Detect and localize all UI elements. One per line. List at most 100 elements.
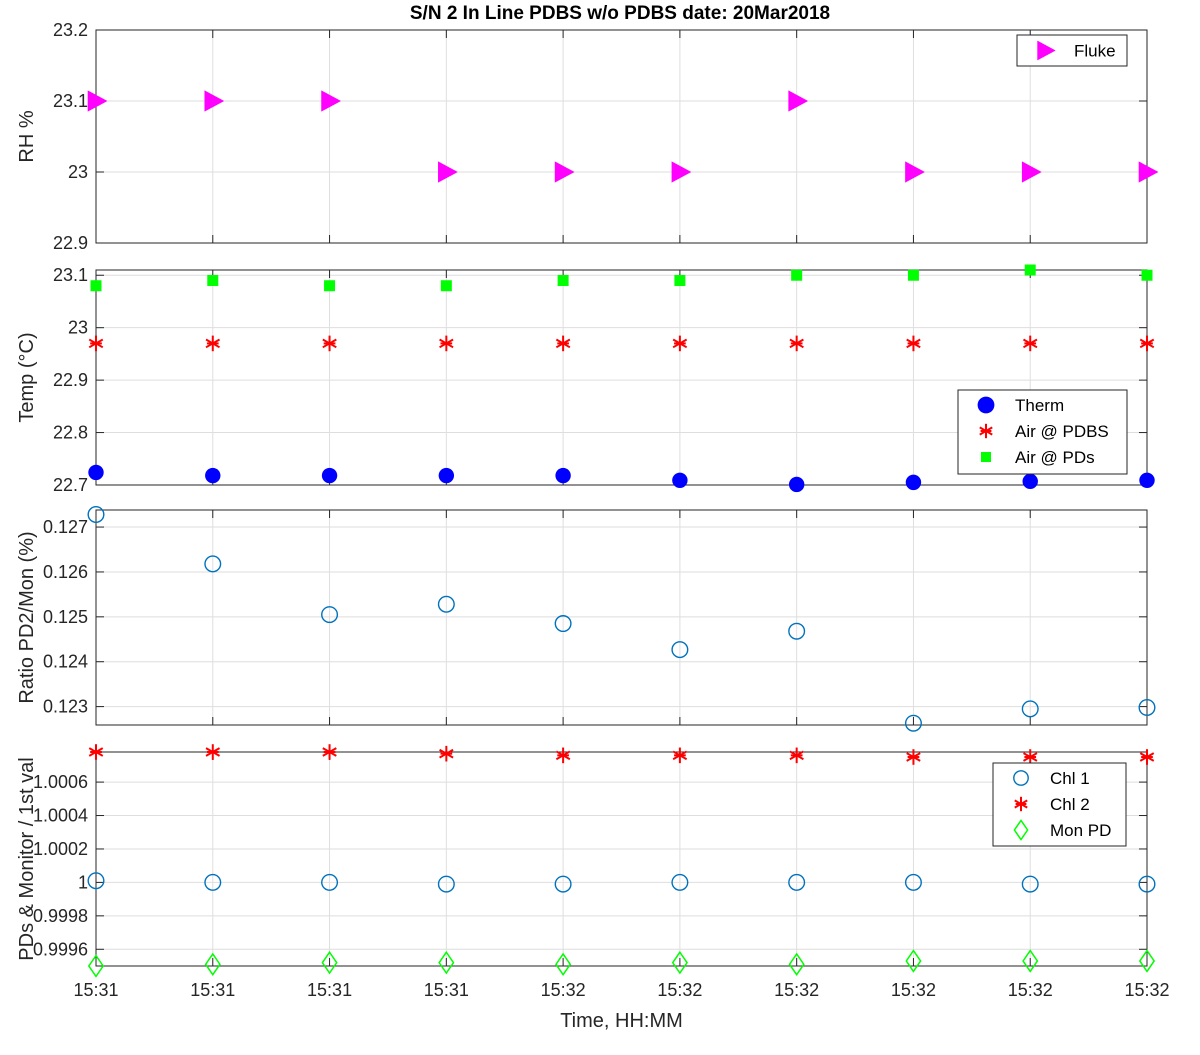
data-point xyxy=(1138,875,1156,893)
data-point xyxy=(440,280,452,292)
data-point xyxy=(671,873,689,891)
series-chl-1 xyxy=(87,872,1156,893)
data-point xyxy=(1022,335,1038,352)
data-point xyxy=(904,714,922,732)
data-point xyxy=(905,949,922,973)
legend-label: Air @ PDBS xyxy=(1015,422,1109,441)
x-tick-label: 15:32 xyxy=(774,980,819,1000)
legend-marker xyxy=(1037,40,1056,61)
legend-marker xyxy=(1013,770,1029,786)
legend: Fluke xyxy=(1016,34,1128,67)
axes-box xyxy=(95,29,1148,244)
data-point xyxy=(555,467,571,484)
x-axis-label: Time, HH:MM xyxy=(560,1010,683,1032)
data-point xyxy=(555,952,572,977)
y-axis: 22.9 23 23.1 23.2 xyxy=(53,20,1148,253)
data-point xyxy=(437,875,455,893)
x-axis: 15:31 15:31 15:31 15:31 15:32 15:32 15:32 15:32… xyxy=(73,980,1169,1032)
data-point xyxy=(87,872,105,890)
y-axis-label: RH % xyxy=(16,110,38,162)
data-point xyxy=(554,615,572,633)
legend-marker xyxy=(979,423,993,439)
data-point xyxy=(1024,264,1036,276)
data-point xyxy=(789,747,804,764)
data-point xyxy=(904,873,922,891)
series-fluke xyxy=(87,90,1159,183)
data-point xyxy=(1139,472,1155,488)
data-point xyxy=(791,269,803,281)
legend-label: Therm xyxy=(1015,396,1064,415)
data-point xyxy=(87,90,108,112)
subplot-2: 22.7 22.8 22.9 23 23.1 Temp (°C) Therm Air @ PD… xyxy=(16,264,1155,495)
x-tick-label: 15:32 xyxy=(1008,980,1053,1000)
legend: Chl 1 Chl 2 Mon PD xyxy=(992,762,1127,847)
x-tick-label: 15:32 xyxy=(657,980,702,1000)
data-point xyxy=(672,335,688,352)
data-point xyxy=(672,747,688,764)
data-point xyxy=(321,950,338,975)
x-tick-label: 15:31 xyxy=(73,980,118,1000)
series-data xyxy=(87,505,1156,732)
data-point xyxy=(439,745,454,762)
data-point xyxy=(88,335,104,352)
y-tick-label: 23.1 xyxy=(53,265,88,285)
data-point xyxy=(905,474,922,491)
data-point xyxy=(204,90,225,112)
data-point xyxy=(1139,749,1155,765)
plot-area xyxy=(96,510,1147,725)
data-point xyxy=(205,744,221,760)
data-point xyxy=(555,747,571,764)
data-point xyxy=(322,744,337,760)
series-mon-pd xyxy=(87,949,1156,978)
data-point xyxy=(321,873,339,891)
series-air-pdbs xyxy=(88,335,1155,352)
data-point xyxy=(1141,269,1153,281)
x-tick-label: 15:31 xyxy=(424,980,469,1000)
data-point xyxy=(322,335,337,352)
data-point xyxy=(439,335,454,352)
data-point xyxy=(1021,875,1039,893)
data-point xyxy=(906,335,921,352)
legend-label: Fluke xyxy=(1074,42,1116,61)
data-point xyxy=(205,467,221,484)
data-point xyxy=(1022,473,1038,490)
data-point xyxy=(672,472,688,488)
data-point xyxy=(321,90,342,112)
data-point xyxy=(1022,949,1039,973)
y-axis-label: Ratio PD2/Mon (%) xyxy=(16,531,38,703)
gridlines xyxy=(96,30,1147,243)
data-point xyxy=(554,875,572,893)
y-axis-label: Temp (°C) xyxy=(16,332,38,422)
series-therm xyxy=(88,464,1155,493)
y-tick-label: 0.124 xyxy=(43,652,88,672)
data-point xyxy=(207,274,219,286)
data-point xyxy=(788,476,805,493)
data-point xyxy=(438,467,455,484)
data-point xyxy=(324,280,336,292)
y-axis-label: PDs & Monitor / 1st val xyxy=(16,757,38,960)
x-tick-label: 15:32 xyxy=(891,980,936,1000)
y-tick-label: 23 xyxy=(68,162,88,182)
y-tick-label: 0.9996 xyxy=(33,939,88,959)
data-point xyxy=(90,280,102,292)
y-tick-label: 23 xyxy=(68,318,88,338)
data-point xyxy=(204,555,222,573)
data-point xyxy=(321,606,339,624)
data-point xyxy=(905,161,925,183)
legend-label: Mon PD xyxy=(1050,821,1111,840)
data-point xyxy=(1138,698,1156,716)
y-tick-label: 1.0002 xyxy=(33,839,88,859)
y-tick-label: 1 xyxy=(78,872,88,892)
y-tick-label: 1.0004 xyxy=(33,806,88,826)
y-tick-label: 22.9 xyxy=(53,370,88,390)
data-point xyxy=(1021,700,1039,718)
data-point xyxy=(87,954,105,978)
legend-box xyxy=(1016,34,1128,67)
legend-marker xyxy=(1014,796,1028,812)
data-point xyxy=(1139,335,1155,352)
data-point xyxy=(1021,161,1042,183)
y-tick-label: 22.7 xyxy=(53,475,88,495)
data-point xyxy=(789,335,804,352)
